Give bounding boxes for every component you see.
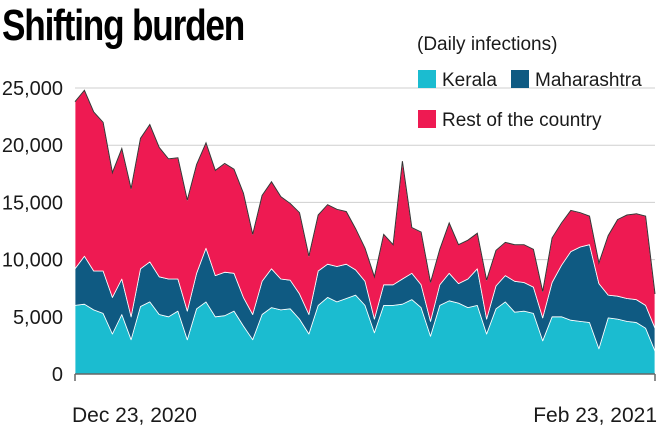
legend-swatch-rest-of-country [418, 110, 436, 128]
y-tick-label: 0 [52, 364, 63, 386]
y-tick-label: 5,000 [13, 307, 63, 329]
total-outline [74, 89, 656, 294]
area-layers [74, 89, 656, 375]
y-tick-label: 15,000 [2, 192, 63, 214]
legend-swatch-maharashtra [511, 70, 529, 88]
y-tick-label: 20,000 [2, 135, 63, 157]
legend-label-maharashtra: Maharashtra [535, 70, 642, 91]
legend-label-kerala: Kerala [442, 70, 497, 91]
legend: (Daily infections) Kerala Maharashtra Re… [417, 34, 642, 131]
y-tick-label: 25,000 [2, 78, 63, 100]
legend-label-rest-of-country: Rest of the country [442, 110, 602, 131]
y-tick-label: 10,000 [2, 250, 63, 272]
chart-title: Shifting burden [2, 1, 245, 50]
legend-swatch-kerala [418, 70, 436, 88]
legend-title: (Daily infections) [417, 34, 557, 55]
x-axis-end-label: Feb 23, 2021 [533, 404, 657, 427]
x-axis: Dec 23, 2020 Feb 23, 2021 [72, 373, 657, 427]
y-axis-tick-labels: 0 5,000 10,000 15,000 20,000 25,000 [2, 78, 63, 386]
x-axis-start-label: Dec 23, 2020 [72, 404, 197, 427]
